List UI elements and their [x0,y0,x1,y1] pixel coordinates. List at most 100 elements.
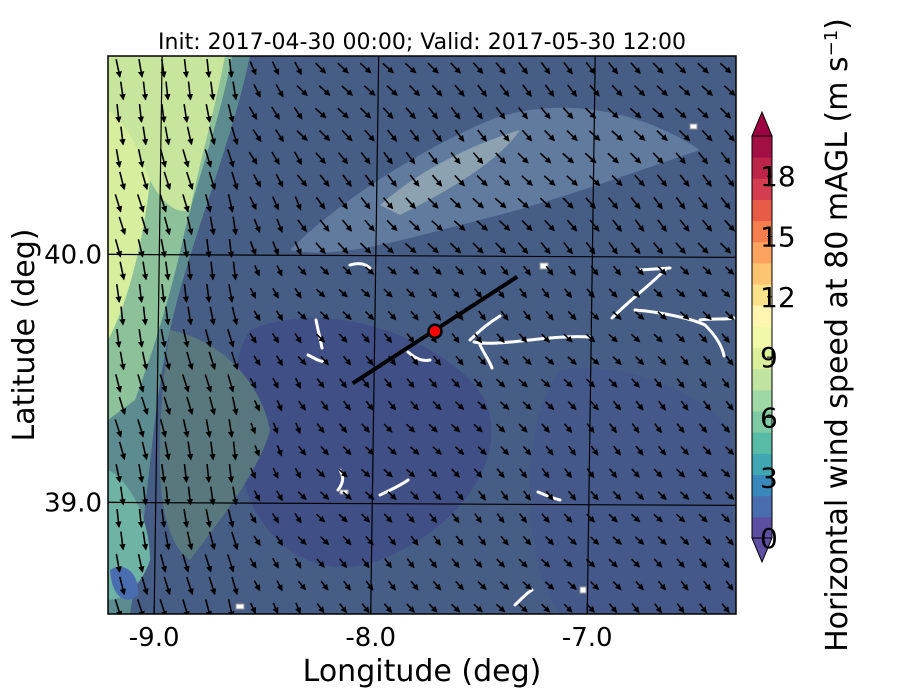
x-tick-label: -9.0 [129,623,180,653]
wind-arrow [159,149,168,168]
wind-arrow [227,329,235,348]
wind-arrow [383,603,393,614]
wind-arrow [522,310,532,321]
wind-arrow [721,513,731,523]
wind-arrow [657,536,667,545]
wind-arrow [545,265,554,276]
wind-arrow [725,535,734,546]
wind-arrow [254,445,261,457]
wind-arrow [337,107,349,119]
wind-arrow [115,283,122,303]
wind-arrow [541,288,550,299]
colorbar-segment [752,347,772,370]
wind-arrow [544,84,555,97]
wind-arrow [428,513,438,524]
wind-arrow [675,288,686,298]
wind-arrow [586,288,595,298]
ridge-wind-region [290,107,700,253]
wind-arrow [702,174,712,187]
wind-arrow [698,333,708,343]
colorbar-segment [752,516,772,539]
wind-arrow [136,194,145,213]
wind-arrow [496,468,505,479]
wind-arrow [115,508,122,529]
wind-arrow [495,62,506,75]
wind-arrow [499,84,510,97]
wind-arrow [611,174,623,187]
wind-arrow [119,171,126,191]
wind-arrow [473,468,483,478]
wind-arrow [607,197,619,210]
wind-arrow [725,311,735,321]
colorbar-label-main: Horizontal wind speed at 80 mAGL (m s [820,56,855,652]
wind-arrow [518,558,528,568]
grid-line-lat [108,253,736,258]
wind-arrow [409,129,420,142]
colorbar-segment [752,178,772,200]
wind-arrow [342,174,352,187]
wind-arrow [137,103,145,124]
wind-arrow [588,175,601,187]
wind-arrow [365,355,374,366]
wind-arrow [721,378,730,389]
wind-arrow [342,266,352,275]
wind-arrow [315,242,326,255]
wind-arrow [164,126,171,146]
wind-arrow [631,288,641,298]
wind-arrow [342,445,352,456]
wind-arrow [697,62,709,74]
wind-arrow [473,603,483,613]
wind-arrow [319,219,330,232]
wind-arrow [720,288,731,298]
wind-arrow [408,220,421,232]
wind-arrow [517,152,529,164]
wind-arrow [315,196,326,210]
wind-arrow [675,152,686,165]
wind-arrow [294,332,302,344]
wind-arrow [160,508,167,528]
wind-arrow [227,58,235,79]
wind-arrow [450,603,461,613]
wind-arrow [186,216,194,236]
wind-arrow [343,580,351,591]
wind-arrow [478,310,486,321]
wind-arrow [495,106,506,120]
wind-arrow [164,81,171,101]
wind-arrow [227,418,235,438]
wind-arrow [118,396,127,416]
wind-arrow [540,558,551,568]
wind-arrow [432,446,442,455]
wind-arrow [523,265,532,276]
wind-arrow [724,491,735,500]
wind-arrow [608,378,618,388]
wind-arrow [518,378,528,388]
wind-arrow [451,378,460,388]
wind-arrow [698,513,708,523]
wind-arrow [253,355,261,367]
wind-arrow [159,374,168,393]
wind-arrow [231,81,239,101]
wind-arrow [405,151,416,165]
wind-arrow [474,333,483,344]
wind-arrow [208,351,217,371]
wind-arrow [406,333,415,344]
wind-arrow [341,85,354,96]
wind-arrow [630,62,641,75]
wind-arrow [382,107,394,119]
wind-arrow [404,242,417,254]
wind-arrow [164,531,171,551]
wind-arrow [318,130,331,142]
wind-arrow [360,468,371,478]
wind-arrow [205,58,212,79]
wind-arrow [678,85,691,96]
wind-arrow [697,152,709,165]
wind-arrow [296,174,308,187]
colorbar-segment [752,389,772,412]
wind-arrow [522,581,532,590]
wind-arrow [164,441,171,461]
wind-arrow [186,306,194,326]
wind-arrow [635,356,645,366]
wind-arrow [499,581,510,590]
wind-arrow [410,491,420,501]
wind-arrow [518,603,528,613]
